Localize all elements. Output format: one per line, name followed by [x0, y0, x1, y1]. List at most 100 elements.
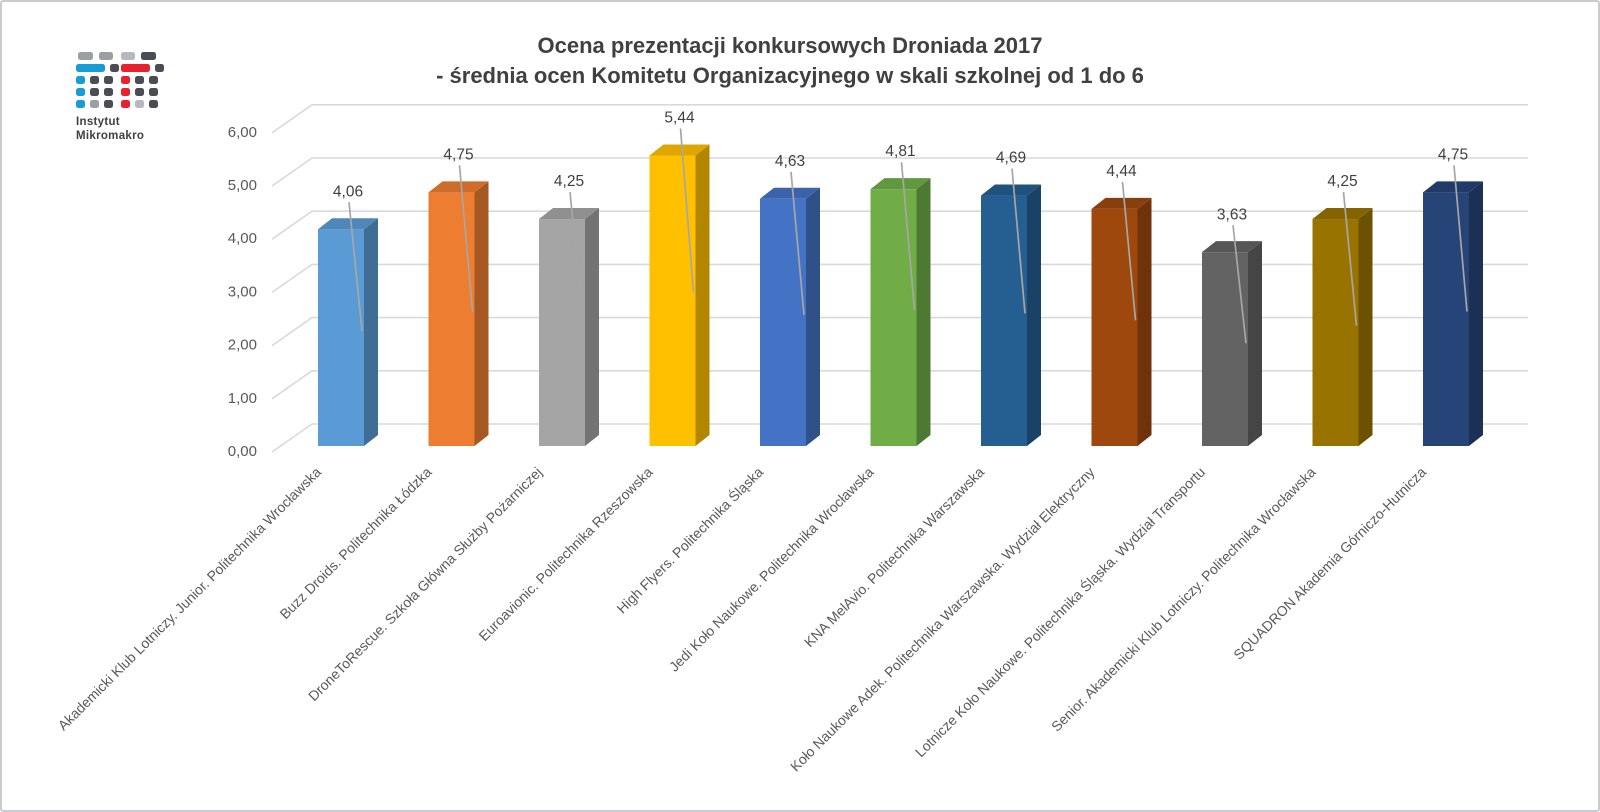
bar-side-face [1248, 241, 1262, 446]
bar-top-face [760, 187, 820, 199]
logo-dot [110, 64, 119, 72]
bar-top-face [1423, 181, 1483, 193]
bar-series-point-10 [1423, 181, 1483, 446]
y-tick-label: 4,00 [228, 230, 257, 247]
value-label: 4,25 [554, 173, 584, 190]
bar-front-face [1312, 219, 1359, 446]
leader-lines [348, 128, 1468, 344]
logo-text: Instytut Mikromakro [76, 115, 144, 143]
logo-dot [99, 52, 113, 60]
bar-top-face [649, 144, 710, 156]
logo-dot [76, 64, 105, 72]
value-labels: 4,06 4,75 4,25 5,44 4,63 4,81 4,69 4,44 3,63 4,25… [333, 110, 1468, 224]
logo-dot [149, 76, 158, 84]
data-label-leader-line [1121, 181, 1137, 321]
chart-title-line1: Ocena prezentacji konkursowych Droniada … [537, 33, 1043, 58]
bar-front-face [1423, 192, 1469, 446]
y-tick-label: 2,00 [228, 337, 257, 354]
logo-dot [135, 100, 144, 108]
bar-series-point-3 [649, 144, 710, 446]
value-label: 4,63 [775, 153, 805, 170]
logo-dot [121, 64, 150, 72]
logo-dot [149, 100, 158, 108]
bar-side-face [474, 181, 489, 446]
data-label-leader-line [348, 202, 363, 332]
logo-dot [90, 88, 99, 96]
bars [318, 144, 1483, 446]
value-label: 4,44 [1106, 163, 1137, 180]
bar-series-point-8 [1202, 241, 1262, 446]
y-tick-label: 1,00 [228, 390, 257, 407]
value-label: 4,81 [885, 143, 915, 160]
logo-dot [104, 88, 113, 96]
data-label-leader-line [1232, 225, 1247, 344]
bar-front-face [1202, 252, 1248, 446]
chart-title: Ocena prezentacji konkursowych Droniada … [0, 31, 1580, 91]
bar-top-face [428, 181, 489, 193]
logo-dot [76, 88, 85, 96]
bar-side-face [806, 187, 820, 446]
logo-text-line2: Mikromakro [76, 130, 145, 142]
bar-side-face [1469, 181, 1483, 446]
gridline [271, 157, 1528, 187]
bar-top-face [981, 184, 1041, 196]
data-label-leader-line [1342, 191, 1358, 326]
data-label-leader-line [790, 171, 805, 316]
logo-dot [141, 52, 156, 60]
data-label-leader-line [458, 165, 474, 312]
bar-top-face [1202, 241, 1262, 253]
logo-dot [76, 76, 85, 84]
bar-series-point-0 [318, 218, 378, 446]
bar-side-face [916, 178, 931, 446]
data-label-leader-line [679, 128, 695, 293]
bar-front-face [318, 229, 364, 446]
bar-top-face [318, 218, 378, 230]
logo-dot [76, 100, 85, 108]
logo-dot [121, 100, 130, 108]
bar-front-face [1091, 208, 1138, 446]
category-label: Akademicki Klub Lotniczy. Junior. Polite… [55, 464, 325, 734]
bar-series-point-6 [981, 184, 1041, 446]
chart-title-line2: - średnia ocen Komitetu Organizacyjnego … [436, 63, 1144, 88]
logo-dot [121, 76, 130, 84]
bar-series-point-5 [870, 178, 931, 446]
bar-series-point-9 [1312, 208, 1373, 446]
category-labels: Akademicki Klub Lotniczy. Junior. Polite… [55, 463, 1430, 775]
category-label: Senior. Akademicki Klub Lotniczy. Polite… [1048, 464, 1319, 735]
category-label: Jedi Koło Naukowe. Politechnika Wrocławs… [666, 464, 877, 675]
value-label: 5,44 [664, 110, 695, 127]
bar-front-face [870, 189, 917, 446]
instytut-mikromakro-logo: Instytut Mikromakro [0, 0, 220, 160]
logo-dot [135, 88, 144, 96]
category-label: SQUADRON Akademia Górniczo-Hutnicza [1230, 464, 1429, 663]
bar-series-point-4 [760, 187, 820, 446]
logo-dot [135, 76, 144, 84]
category-label: KNA MelAvio. Politechnika Warszawska [801, 464, 987, 650]
logo-dot [78, 52, 93, 60]
bar-top-face [870, 178, 931, 190]
bar-front-face [649, 155, 696, 446]
bar-side-face [695, 144, 710, 446]
bar-front-face [760, 198, 806, 446]
logo-dot [90, 76, 99, 84]
bar-side-face [1137, 197, 1152, 446]
category-label: Euroavionic. Politechnika Rzeszowska [475, 464, 655, 644]
data-label-leader-line [900, 162, 916, 310]
y-axis-tick-labels: 0,00 1,00 2,00 3,00 4,00 5,00 6,00 [228, 124, 257, 460]
logo-dot [121, 88, 130, 96]
logo-dot [121, 52, 135, 60]
bar-top-face [1091, 197, 1152, 209]
bar-series-point-7 [1091, 197, 1152, 446]
logo-dot [104, 76, 113, 84]
bar-top-face [539, 208, 599, 220]
data-label-leader-line [1011, 168, 1026, 314]
data-label-leader-line [1453, 165, 1468, 312]
y-tick-label: 6,00 [228, 124, 257, 141]
logo-dot [149, 88, 158, 96]
logo-dot [155, 64, 164, 72]
value-label: 4,06 [333, 183, 363, 200]
logo-dot [104, 100, 113, 108]
y-tick-label: 5,00 [228, 177, 257, 194]
bar-side-face [1027, 184, 1041, 446]
